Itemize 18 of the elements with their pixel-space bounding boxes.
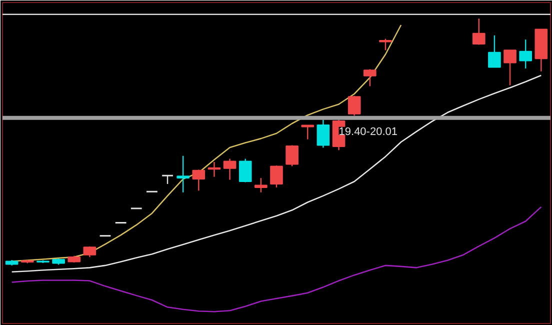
candlestick bbox=[379, 38, 392, 51]
candlestick bbox=[316, 119, 330, 148]
candlestick bbox=[176, 155, 190, 193]
candlestick bbox=[223, 158, 236, 180]
candlestick bbox=[238, 158, 252, 183]
candlestick bbox=[286, 144, 298, 167]
candlestick bbox=[254, 177, 268, 193]
candlestick bbox=[363, 68, 376, 87]
annotation: 19.40-20.01 bbox=[338, 126, 398, 138]
candlestick bbox=[504, 50, 516, 86]
candlestick bbox=[472, 18, 486, 46]
candlestick bbox=[348, 95, 361, 116]
candlestick bbox=[270, 164, 283, 188]
candlestick bbox=[301, 124, 314, 140]
candlestick bbox=[192, 169, 206, 192]
candlestick bbox=[488, 34, 501, 68]
candlestick bbox=[519, 38, 532, 70]
candlestick bbox=[208, 161, 221, 178]
